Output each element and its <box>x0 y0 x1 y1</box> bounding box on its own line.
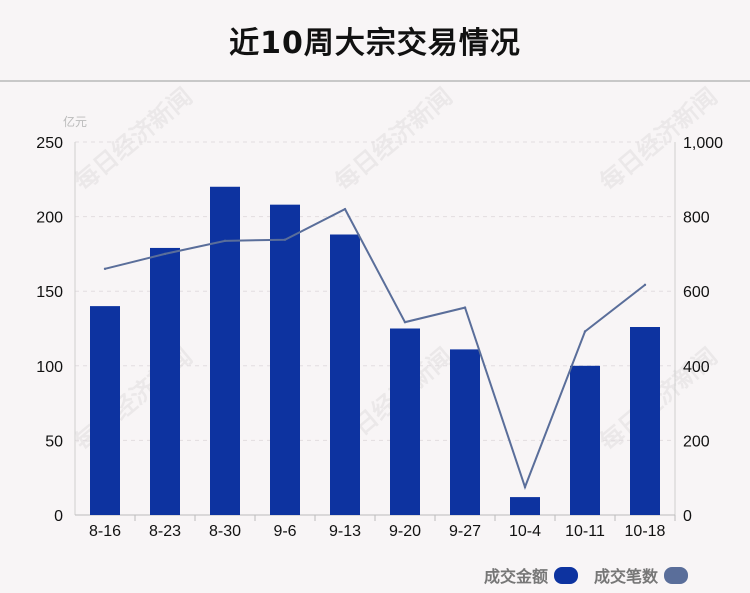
page-title: 近10周大宗交易情况 <box>229 26 521 61</box>
x-tick-label: 9-6 <box>273 523 296 540</box>
line-point-8-30 <box>223 239 227 243</box>
line-point-9-13 <box>343 207 347 211</box>
y-right-tick-label: 0 <box>683 508 692 525</box>
y-right-tick-label: 1,000 <box>683 135 723 152</box>
x-tick-label: 9-20 <box>389 523 421 540</box>
y-right-tick-label: 200 <box>683 433 710 450</box>
line-point-10-18 <box>643 283 647 287</box>
x-tick-label: 9-27 <box>449 523 481 540</box>
bar-8-16 <box>90 306 120 515</box>
y-left-tick-label: 200 <box>36 210 63 227</box>
y-left-tick-label: 250 <box>36 135 63 152</box>
bar-9-20 <box>390 328 420 515</box>
line-point-9-27 <box>463 306 467 309</box>
x-tick-label: 10-4 <box>509 523 541 540</box>
x-tick-label: 8-23 <box>149 523 181 540</box>
bar-9-27 <box>450 349 480 515</box>
x-tick-label: 8-16 <box>89 523 121 540</box>
title-divider <box>0 80 750 82</box>
y-right-tick-label: 400 <box>683 359 710 376</box>
bar-8-23 <box>150 247 180 515</box>
legend-swatch-amount <box>554 566 579 584</box>
y-left-tick-label: 150 <box>36 284 63 301</box>
x-tick-label: 8-30 <box>209 523 241 540</box>
bar-9-6 <box>270 204 300 515</box>
x-tick-label: 10-11 <box>565 523 605 540</box>
bar-10-18 <box>630 327 660 515</box>
bar-10-11 <box>570 365 600 515</box>
legend-label-count: 成交笔数 <box>594 567 659 586</box>
bar-9-13 <box>330 234 360 515</box>
line-point-9-20 <box>403 320 407 324</box>
line-point-9-6 <box>283 238 287 241</box>
line-point-8-23 <box>163 252 167 256</box>
line-series-count <box>104 207 646 490</box>
line-point-10-4 <box>523 485 527 489</box>
legend-swatch-count <box>664 566 689 584</box>
y-right-tick-label: 800 <box>683 210 710 227</box>
bar-8-30 <box>210 186 240 515</box>
y-right-tick-label: 600 <box>683 284 710 301</box>
legend: 成交金额 成交笔数 <box>484 563 704 587</box>
left-axis-unit: 亿元 <box>63 115 88 129</box>
line-point-10-11 <box>583 330 587 333</box>
y-left-tick-label: 0 <box>54 508 63 525</box>
x-tick-label: 10-18 <box>625 523 666 540</box>
y-left-tick-label: 50 <box>45 433 63 450</box>
line-point-8-16 <box>103 267 107 271</box>
y-left-tick-label: 100 <box>36 359 63 376</box>
legend-label-amount: 成交金额 <box>484 567 549 586</box>
bar-10-4 <box>510 497 540 515</box>
x-tick-label: 9-13 <box>329 523 361 540</box>
